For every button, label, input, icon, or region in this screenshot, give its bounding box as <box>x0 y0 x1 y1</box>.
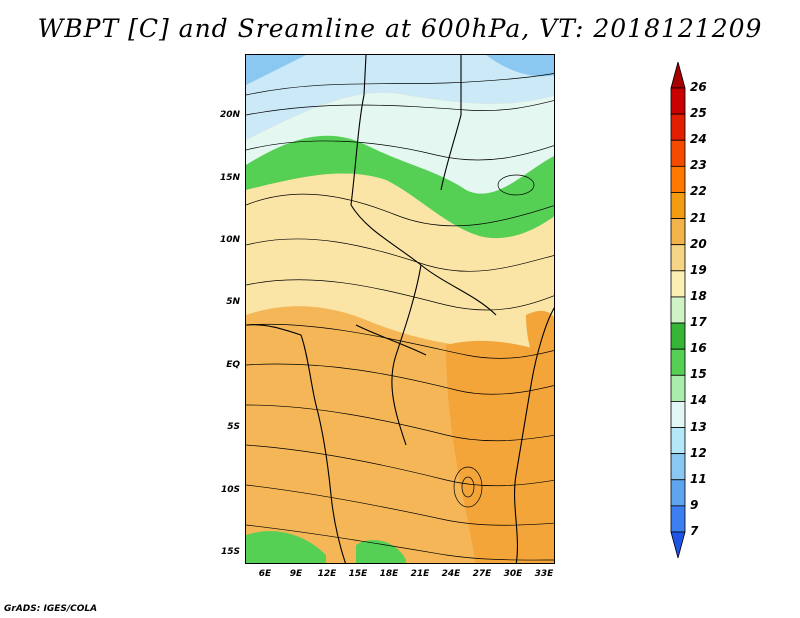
colorbar-label: 7 <box>690 524 699 538</box>
wbpt-field <box>246 55 554 563</box>
lon-label-18e: 18E <box>379 569 399 579</box>
pale-region <box>246 173 554 349</box>
lon-label-27e: 27E <box>472 569 492 579</box>
lat-label-10n: 10N <box>219 235 240 245</box>
colorbar-label: 25 <box>690 106 707 121</box>
colorbar-swatch <box>670 139 686 167</box>
lat-label-5n: 5N <box>226 297 240 307</box>
colorbar-swatch <box>670 87 686 115</box>
colorbar-swatch <box>670 322 686 350</box>
green-band <box>246 135 554 239</box>
map-title: WBPT [C] and Sreamline at 600hPa, VT: 20… <box>37 14 763 43</box>
colorbar-swatch <box>670 531 686 560</box>
coastlines <box>246 55 554 563</box>
colorbar <box>668 60 698 560</box>
lon-label-30e: 30E <box>503 569 523 579</box>
colorbar-label: 15 <box>690 367 707 382</box>
colorbar-label: 21 <box>690 210 707 225</box>
colorbar-label: 22 <box>690 184 707 199</box>
colorbar-swatch <box>670 218 686 246</box>
colorbar-label: 18 <box>690 288 707 303</box>
colorbar-label: 13 <box>690 419 707 434</box>
colorbar-label: 12 <box>690 445 707 460</box>
colorbar-swatch <box>670 348 686 376</box>
colorbar-swatch <box>670 113 686 141</box>
colorbar-label: 16 <box>690 341 707 356</box>
colorbar-label: 14 <box>690 393 707 408</box>
colorbar-label: 26 <box>690 80 707 94</box>
colorbar-swatch <box>670 192 686 219</box>
colorbar-label: 20 <box>690 236 707 251</box>
streamlines <box>246 73 554 561</box>
lat-label-eq: EQ <box>226 360 240 370</box>
lon-label-33e: 33E <box>534 569 554 579</box>
colorbar-swatch <box>670 505 686 533</box>
lat-label-5s: 5S <box>227 422 240 432</box>
colorbar-label: 19 <box>690 262 707 277</box>
colorbar-swatch <box>670 453 686 481</box>
lon-label-21e: 21E <box>410 569 430 579</box>
colorbar-swatch <box>670 427 686 455</box>
colorbar-swatch <box>670 60 686 89</box>
lat-label-15n: 15N <box>219 173 240 183</box>
lat-label-10s: 10S <box>220 485 240 495</box>
lon-label-6e: 6E <box>258 569 272 579</box>
cold-region <box>246 55 554 140</box>
lon-label-9e: 9E <box>289 569 303 579</box>
colorbar-label: 24 <box>690 132 707 147</box>
lat-label-20n: 20N <box>219 110 240 120</box>
colorbar-swatch <box>670 479 686 507</box>
lat-label-15s: 15S <box>220 547 240 557</box>
colorbar-swatch <box>670 374 686 402</box>
colorbar-label: 23 <box>690 158 707 173</box>
grads-credit: GrADS: IGES/COLA <box>4 604 98 614</box>
lon-label-15e: 15E <box>348 569 368 579</box>
colorbar-label: 11 <box>690 471 707 486</box>
colorbar-swatch <box>670 270 686 298</box>
colorbar-label: 17 <box>690 315 707 330</box>
colorbar-swatch <box>670 165 686 193</box>
colorbar-swatches <box>670 60 686 560</box>
lon-label-12e: 12E <box>317 569 337 579</box>
orange-region <box>446 340 554 563</box>
colorbar-swatch <box>670 244 686 272</box>
lon-label-24e: 24E <box>441 569 461 579</box>
colorbar-swatch <box>670 296 686 324</box>
colorbar-swatch <box>670 401 686 428</box>
map-panel <box>245 54 555 564</box>
colorbar-label: 9 <box>690 497 699 512</box>
